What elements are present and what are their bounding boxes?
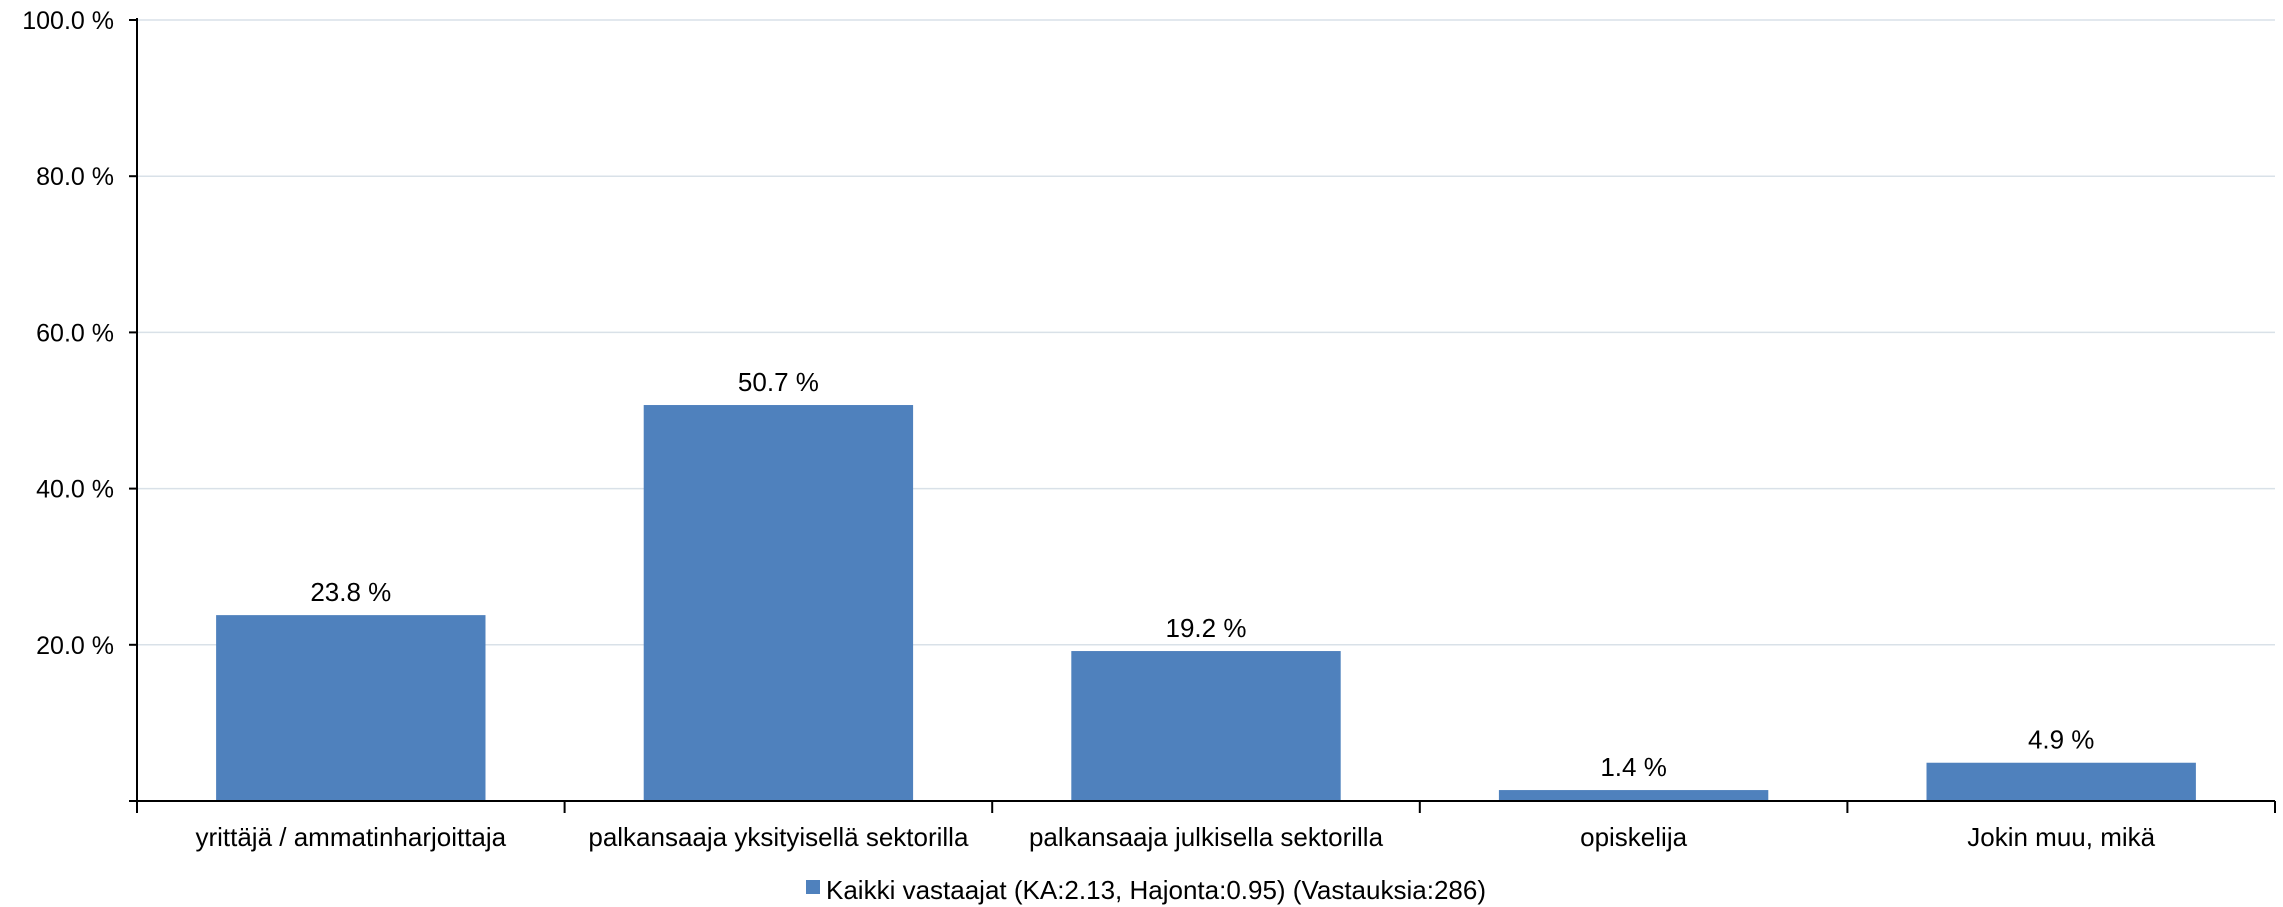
x-category-label: yrittäjä / ammatinharjoittaja	[195, 822, 506, 852]
data-label: 19.2 %	[1166, 613, 1247, 643]
y-tick-label: 60.0 %	[36, 319, 114, 347]
bars	[216, 405, 2196, 801]
x-category-label: palkansaaja julkisella sektorilla	[1029, 822, 1384, 852]
bar	[1926, 762, 2196, 801]
x-category-label: opiskelija	[1580, 822, 1687, 852]
bar	[1071, 651, 1341, 801]
category-labels: yrittäjä / ammatinharjoittaja palkansaaja…	[195, 822, 2155, 852]
data-label: 1.4 %	[1600, 752, 1667, 782]
axes	[129, 18, 2276, 813]
data-label: 23.8 %	[310, 577, 391, 607]
gridlines	[137, 19, 2275, 646]
data-label: 4.9 %	[2028, 725, 2095, 755]
bar	[216, 615, 486, 801]
y-axis-ticks: 20.0 % 40.0 % 60.0 % 80.0 % 100.0 %	[22, 7, 137, 802]
x-category-label: Jokin muu, mikä	[1967, 822, 2155, 852]
bar	[643, 405, 914, 801]
legend-swatch	[806, 880, 820, 894]
y-tick-label: 20.0 %	[36, 632, 114, 660]
x-category-label: palkansaaja yksityisellä sektorilla	[588, 822, 969, 852]
legend-label: Kaikki vastaajat (KA:2.13, Hajonta:0.95)…	[826, 875, 1486, 905]
data-labels: 23.8 % 50.7 % 19.2 % 1.4 % 4.9 %	[310, 367, 2094, 782]
y-tick-label: 40.0 %	[36, 476, 114, 504]
legend: Kaikki vastaajat (KA:2.13, Hajonta:0.95)…	[806, 875, 1486, 905]
bar	[1498, 790, 1769, 801]
y-tick-label: 100.0 %	[22, 7, 114, 35]
y-tick-label: 80.0 %	[36, 163, 114, 191]
data-label: 50.7 %	[738, 367, 819, 397]
